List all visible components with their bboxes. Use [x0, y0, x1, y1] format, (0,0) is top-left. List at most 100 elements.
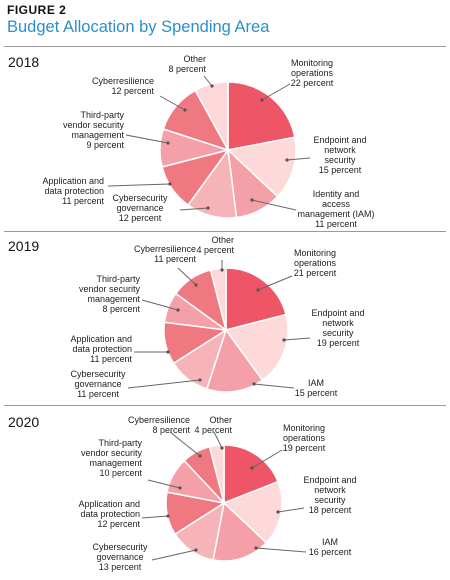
- slice-label: Identity and access management (IAM) 11 per…: [297, 189, 374, 229]
- leader-dot: [206, 206, 210, 210]
- slice-label: Cybersecurity governance 11 percent: [70, 369, 126, 399]
- pie-slice: [212, 501, 268, 562]
- leader-dot: [285, 158, 289, 162]
- leader-dot: [250, 198, 254, 202]
- slice-value-label: 19 percent: [283, 443, 326, 453]
- pie-slice: [223, 444, 279, 505]
- slice-value-label: 8 percent: [168, 64, 206, 74]
- leader-line: [283, 337, 311, 341]
- slice-label: Endpoint and network security 15 percent: [313, 135, 366, 175]
- figure-title: Budget Allocation by Spending Area: [7, 18, 270, 36]
- slice-value-label: 16 percent: [309, 547, 352, 557]
- slice-value-label: 4 percent: [196, 245, 234, 255]
- leader-dot: [252, 382, 256, 386]
- slice-label: Other 4 percent: [194, 415, 232, 435]
- slice-value-label: 11 percent: [154, 254, 196, 264]
- slice-value-label: 8 percent: [152, 425, 190, 435]
- slice-label: Monitoring operations 21 percent: [294, 248, 337, 278]
- leader-dot: [176, 308, 180, 312]
- divider-2018-2019: [4, 231, 446, 232]
- slice-value-label: 11 percent: [315, 219, 357, 229]
- leader-line: [286, 157, 311, 161]
- leader-line: [213, 431, 223, 449]
- chart-year-label: 2019: [8, 238, 39, 254]
- leader-line: [179, 207, 209, 211]
- divider-top: [4, 46, 446, 47]
- chart-year-label: 2018: [8, 54, 39, 70]
- leader-dot: [166, 350, 170, 354]
- slice-label: Other 8 percent: [168, 54, 206, 74]
- leader-line: [251, 199, 297, 211]
- leader-line: [141, 515, 169, 519]
- slice-label: Monitoring operations 19 percent: [283, 423, 326, 453]
- slice-value-label: 18 percent: [309, 505, 352, 515]
- leader-dot: [260, 98, 264, 102]
- slice-value-label: 22 percent: [291, 78, 334, 88]
- pie-chart-2020: 2020 Monitoring operations 19 percent Endpoi…: [8, 414, 357, 572]
- leader-dot: [254, 546, 258, 550]
- leader-dot: [276, 510, 280, 514]
- leader-line: [255, 547, 307, 553]
- leader-dot: [256, 288, 260, 292]
- pie-slice: [205, 328, 264, 393]
- pie-slice: [227, 81, 296, 151]
- leader-dot: [194, 548, 198, 552]
- slice-label: IAM 15 percent: [295, 378, 338, 398]
- slice-value-label: 4 percent: [194, 425, 232, 435]
- slice-label: Cybersecurity governance 12 percent: [112, 193, 168, 223]
- slice-value-label: 19 percent: [317, 338, 360, 348]
- slice-value-label: 13 percent: [99, 562, 142, 572]
- pie-chart-2018: 2018 Monitoring operations 22 percent Endpoi…: [8, 54, 375, 229]
- leader-dot: [194, 283, 198, 287]
- slice-value-label: 15 percent: [319, 165, 362, 175]
- slice-value-label: 12 percent: [97, 519, 140, 529]
- divider-2019-2020: [4, 405, 446, 406]
- slice-label: IAM 16 percent: [309, 537, 352, 557]
- pie-slice: [226, 136, 297, 198]
- pie-slice: [208, 444, 225, 504]
- slice-value-label: 12 percent: [119, 213, 162, 223]
- leader-line: [257, 275, 293, 291]
- leader-line: [177, 267, 197, 286]
- slice-label: Third-party vendor security management 10 p…: [81, 438, 143, 478]
- leader-dot: [220, 446, 224, 450]
- leader-dot: [210, 84, 214, 88]
- slice-value-label: 8 percent: [102, 304, 140, 314]
- slice-label: Cybersecurity governance 13 percent: [92, 542, 148, 572]
- leader-line: [261, 83, 291, 101]
- slice-value-label: 11 percent: [62, 196, 104, 206]
- slice-label: Other 4 percent: [196, 235, 234, 255]
- leader-dot: [183, 108, 187, 112]
- slice-value-label: 11 percent: [90, 354, 132, 364]
- pie-slice: [225, 267, 287, 331]
- leader-dot: [220, 268, 224, 272]
- leader-dot: [166, 141, 170, 145]
- slice-label: Third-party vendor security management 8 pe…: [79, 274, 141, 314]
- slice-value-label: 21 percent: [294, 268, 337, 278]
- pie-chart-2019: 2019 Monitoring operations 21 percent Endpoi…: [8, 235, 365, 399]
- slice-label: Application and data protection 12 percent: [78, 499, 140, 529]
- chart-year-label: 2020: [8, 414, 39, 430]
- leader-dot: [168, 182, 172, 186]
- leader-line: [107, 183, 171, 187]
- pie-slice: [209, 267, 227, 331]
- pie-slice: [224, 313, 289, 382]
- slice-value-label: 11 percent: [77, 389, 119, 399]
- slice-label: Endpoint and network security 18 percent: [303, 475, 356, 515]
- slice-value-label: 15 percent: [295, 388, 338, 398]
- slice-value-label: 9 percent: [86, 140, 124, 150]
- slice-label: Application and data protection 11 percent: [70, 334, 132, 364]
- leader-dot: [166, 514, 170, 518]
- leader-dot: [250, 466, 254, 470]
- slice-label: Third-party vendor security management 9 pe…: [63, 110, 125, 150]
- slice-label: Application and data protection 11 percent: [42, 176, 104, 206]
- pie-slice: [222, 480, 283, 544]
- leader-line: [169, 431, 201, 457]
- leader-line: [203, 75, 213, 87]
- leader-line: [125, 134, 169, 144]
- slice-label: Monitoring operations 22 percent: [291, 58, 334, 88]
- slice-label: Cyberresilience 12 percent: [92, 76, 155, 96]
- slice-value-label: 12 percent: [111, 86, 154, 96]
- slice-label: Cyberresilience 11 percent: [134, 244, 197, 264]
